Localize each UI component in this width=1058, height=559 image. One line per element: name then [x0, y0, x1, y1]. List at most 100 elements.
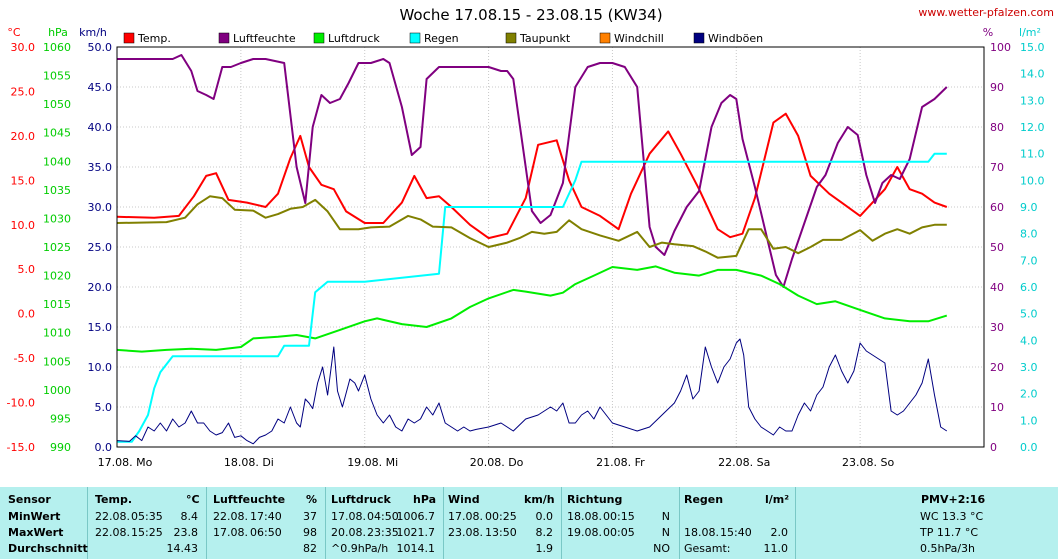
temp-axis-unit: °C	[7, 26, 21, 39]
temp-axis-tick: 10.0	[11, 219, 36, 232]
legend-item: Luftdruck	[313, 32, 380, 45]
max-temp-date: 22.08.	[95, 526, 130, 539]
temp-axis-tick: -5.0	[14, 352, 35, 365]
wind-axis-tick: 35.0	[88, 161, 113, 174]
avg-rain-label: Gesamt:	[684, 542, 731, 555]
min-press-date: 17.08.	[331, 510, 366, 523]
header-temp: Temp.	[95, 493, 133, 506]
temp-axis-tick: 20.0	[11, 130, 36, 143]
legend-item: Regen	[409, 32, 459, 45]
header-sensor: Sensor	[8, 493, 51, 506]
min-temp-time: 05:35	[131, 510, 163, 523]
pressure-axis-tick: 1025	[43, 241, 71, 254]
min-wind-date: 17.08.	[448, 510, 483, 523]
header-rain-unit: l/m²	[765, 493, 790, 506]
max-wind-date: 23.08.	[448, 526, 483, 539]
pressure-axis-tick: 1045	[43, 127, 71, 140]
temp-axis-tick: 15.0	[11, 174, 36, 187]
max-press-value: 1021.7	[396, 526, 436, 539]
pressure-axis-tick: 1020	[43, 270, 71, 283]
max-rain-value: 2.0	[770, 526, 789, 539]
humidity-axis-tick: 10	[990, 401, 1004, 414]
header-temp-unit: °C	[186, 493, 200, 506]
avg-wind-value: 1.9	[535, 542, 554, 555]
legend-label: Windchill	[614, 32, 664, 45]
x-axis-tick: 19.08. Mi	[347, 456, 398, 469]
rain-axis-tick: 8.0	[1020, 228, 1038, 241]
min-dir-value: N	[661, 510, 670, 523]
pressure-axis-tick: 1040	[43, 155, 71, 168]
max-wind-time: 13:50	[485, 526, 517, 539]
rain-axis-tick: 3.0	[1020, 361, 1038, 374]
wind-axis-tick: 5.0	[95, 401, 113, 414]
max-dir-date: 19.08.	[567, 526, 602, 539]
x-axis-tick: 18.08. Di	[224, 456, 274, 469]
x-axis-tick: 23.08. So	[842, 456, 894, 469]
min-hum-time: 17:40	[250, 510, 282, 523]
humidity-axis-tick: 60	[990, 201, 1004, 214]
max-dir-value: N	[661, 526, 670, 539]
avg-rain-value: 11.0	[763, 542, 789, 555]
humidity-axis-unit: %	[983, 26, 993, 39]
legend-swatch	[505, 32, 517, 44]
header-humidity: Luftfeuchte	[213, 493, 286, 506]
legend-label: Luftdruck	[328, 32, 380, 45]
legend-label: Taupunkt	[519, 32, 571, 45]
pressure-axis-tick: 1060	[43, 41, 71, 54]
x-axis-tick: 17.08. Mo	[98, 456, 153, 469]
rain-axis-tick: 0.0	[1020, 441, 1038, 454]
avg-label: Durchschnitt	[8, 542, 88, 555]
site-link[interactable]: www.wetter-pfalzen.com	[918, 6, 1054, 19]
rain-axis-tick: 15.0	[1020, 41, 1045, 54]
legend-label: Luftfeuchte	[233, 32, 296, 45]
pressure-axis-tick: 1000	[43, 384, 71, 397]
max-label: MaxWert	[8, 526, 64, 539]
humidity-axis-tick: 70	[990, 161, 1004, 174]
wind-axis-tick: 20.0	[88, 281, 113, 294]
series-line-windb-en	[116, 338, 948, 445]
legend-item: Windböen	[693, 32, 763, 45]
min-hum-value: 37	[303, 510, 317, 523]
rain-axis-tick: 9.0	[1020, 201, 1038, 214]
header-direction: Richtung	[567, 493, 623, 506]
stats-max-row: MaxWert 22.08. 15:25 23.8 17.08. 06:50 9…	[0, 526, 1058, 543]
rain-axis-tick: 7.0	[1020, 254, 1038, 267]
legend-label: Windböen	[708, 32, 763, 45]
temp-axis-tick: -15.0	[7, 441, 35, 454]
humidity-axis-tick: 0	[990, 441, 997, 454]
legend-swatch	[409, 32, 421, 44]
max-hum-value: 98	[303, 526, 317, 539]
rain-axis-tick: 11.0	[1020, 148, 1045, 161]
max-press-date: 20.08.	[331, 526, 366, 539]
max-rain-time: 15:40	[720, 526, 752, 539]
header-pmv: PMV+2:16	[921, 493, 986, 506]
rain-axis-tick: 4.0	[1020, 334, 1038, 347]
legend-label: Temp.	[137, 32, 171, 45]
max-dir-time: 00:05	[603, 526, 635, 539]
legend-swatch	[218, 32, 230, 44]
x-axis-tick: 20.08. Do	[470, 456, 524, 469]
header-rain: Regen	[684, 493, 724, 506]
humidity-axis-tick: 40	[990, 281, 1004, 294]
max-rain-date: 18.08.	[684, 526, 719, 539]
min-pmv: WC 13.3 °C	[920, 510, 984, 523]
min-temp-value: 8.4	[180, 510, 199, 523]
header-pressure: Luftdruck	[331, 493, 391, 506]
min-press-value: 1006.7	[396, 510, 436, 523]
pressure-axis-tick: 1055	[43, 70, 71, 83]
rain-axis-tick: 13.0	[1020, 94, 1045, 107]
pressure-axis-unit: hPa	[48, 26, 68, 39]
wind-axis-tick: 25.0	[88, 241, 113, 254]
min-hum-date: 22.08.	[213, 510, 248, 523]
humidity-axis-tick: 20	[990, 361, 1004, 374]
x-axis-tick: 22.08. Sa	[718, 456, 770, 469]
legend-item: Luftfeuchte	[218, 32, 296, 45]
legend-swatch	[599, 32, 611, 44]
temp-axis-tick: 30.0	[11, 41, 36, 54]
legend-item: Taupunkt	[505, 32, 571, 45]
statistics-table: Sensor Temp. °C Luftfeuchte % Luftdruck …	[0, 487, 1058, 559]
rain-axis-tick: 6.0	[1020, 281, 1038, 294]
pressure-axis-tick: 1050	[43, 98, 71, 111]
avg-hum-value: 82	[303, 542, 317, 555]
pressure-axis-tick: 995	[50, 412, 71, 425]
